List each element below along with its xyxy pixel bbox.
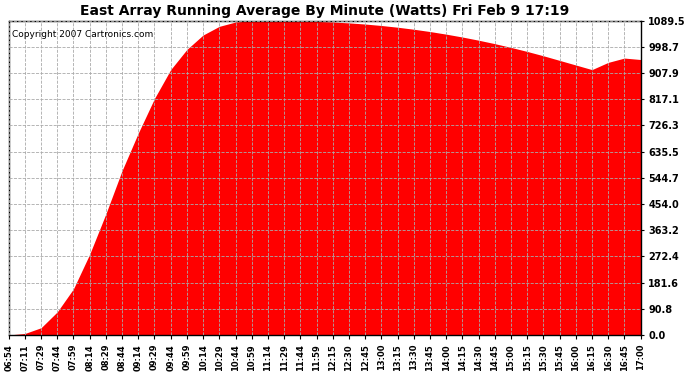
Text: Copyright 2007 Cartronics.com: Copyright 2007 Cartronics.com xyxy=(12,30,153,39)
Title: East Array Running Average By Minute (Watts) Fri Feb 9 17:19: East Array Running Average By Minute (Wa… xyxy=(80,4,569,18)
